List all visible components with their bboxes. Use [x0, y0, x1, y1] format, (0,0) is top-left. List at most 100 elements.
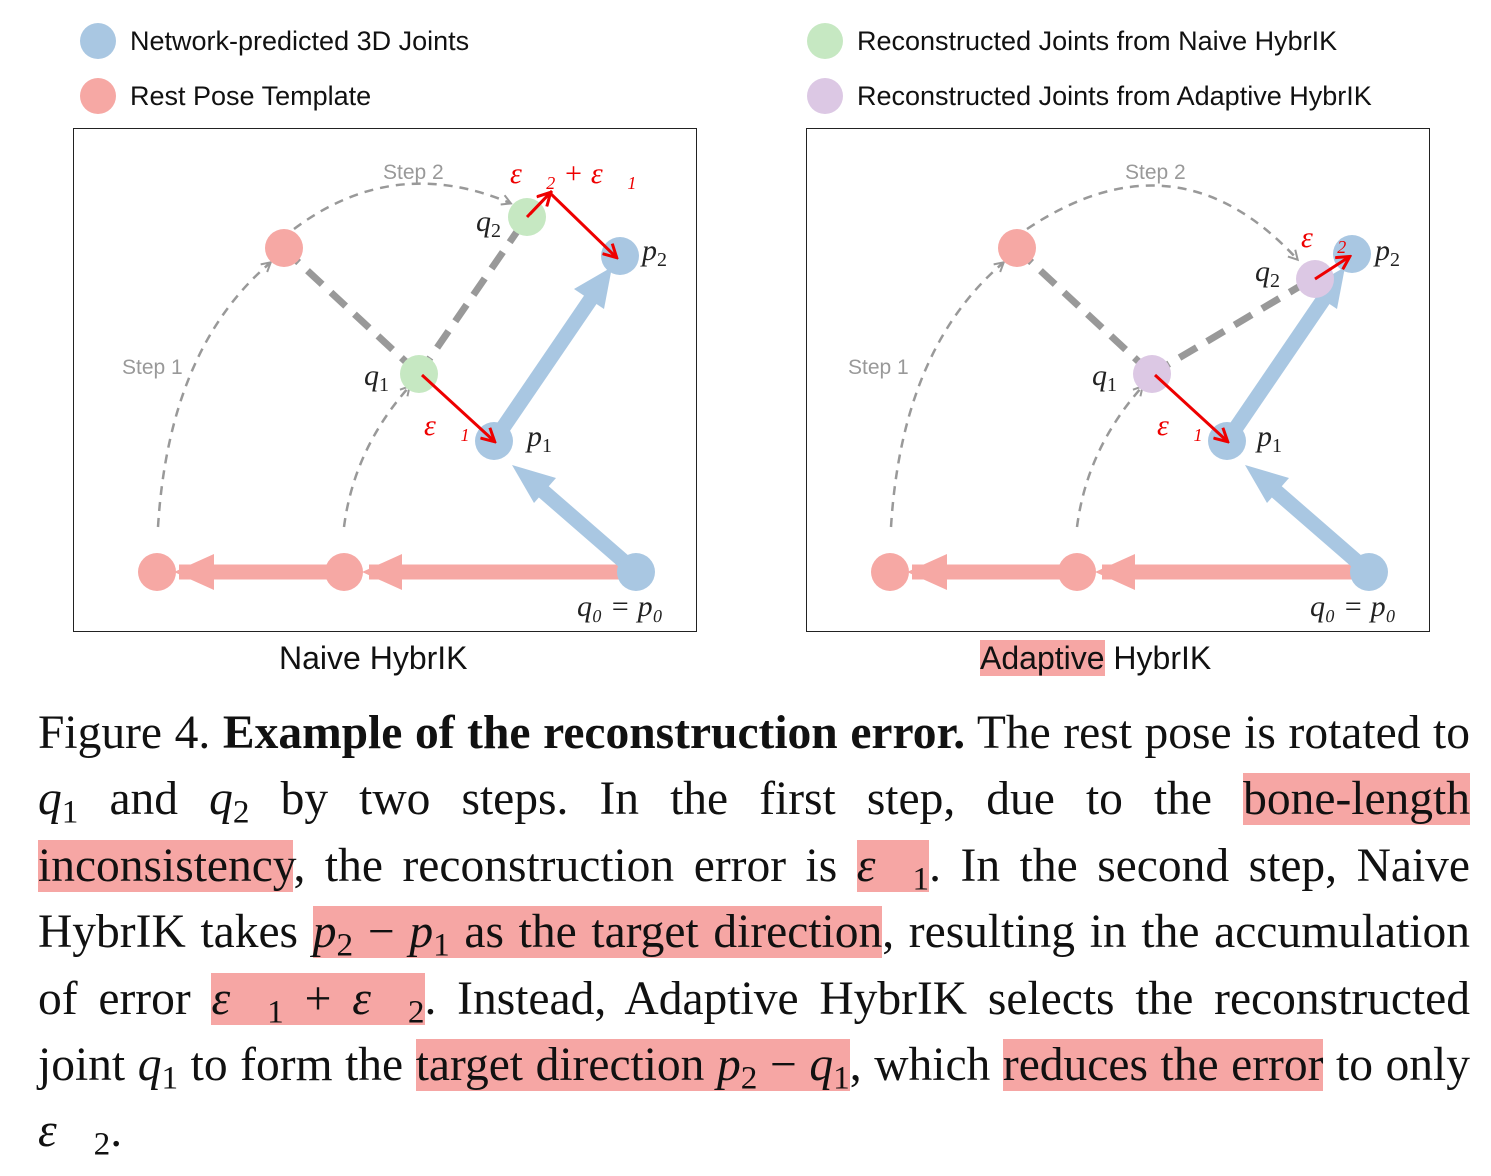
- label-q1: q1: [364, 359, 389, 396]
- math-eps: ε⃗: [38, 1105, 94, 1158]
- adaptive-highlight: Adaptive: [980, 640, 1105, 676]
- rest-arrowhead-2: [174, 554, 214, 590]
- rest-joint-end: [138, 553, 176, 591]
- label-base: q₀ = p₀: [1310, 590, 1396, 623]
- highlight-reduces-error: reduces the error: [1002, 1039, 1324, 1092]
- math-sub: 2: [93, 1125, 111, 1163]
- highlight-eps1: ε⃗1: [856, 839, 930, 898]
- error-arrow-1: [420, 373, 494, 441]
- adaptive-joint-q1: [1133, 355, 1171, 393]
- caption-text: , resulting in the accumulation of error: [38, 906, 1470, 1025]
- pred-bone-2: [1220, 282, 1339, 446]
- rest-arrowhead-2: [907, 554, 947, 590]
- predicted-joint-dot-icon: [80, 23, 116, 59]
- adaptive-caption-rest: HybrIK: [1104, 640, 1212, 676]
- legend-item-adaptive: Reconstructed Joints from Adaptive HybrI…: [807, 78, 1372, 114]
- highlight-error-sum: ε⃗1 + ε⃗2: [211, 972, 425, 1030]
- label-q2: q2: [476, 205, 501, 242]
- legend-label: Reconstructed Joints from Adaptive HybrI…: [857, 80, 1372, 111]
- step1-inner-arc: [1075, 387, 1142, 528]
- step1-label: Step 1: [122, 356, 183, 379]
- pred-joint-p0: [617, 553, 655, 591]
- figure-caption: Figure 4. Example of the reconstruction …: [38, 700, 1470, 1165]
- rest-joint-top: [998, 229, 1036, 267]
- pred-arrowhead-1: [512, 465, 556, 503]
- pred-bone-2: [487, 282, 606, 446]
- error-small-label: ε⃗₁: [1157, 409, 1203, 442]
- caption-text: by two steps. In the first step, due to …: [249, 773, 1244, 826]
- naive-diagram: Step 2 Step 1 ε⃗₂ + ε⃗₁ ε⃗₁ q2 p2 q1 p1 …: [122, 157, 667, 623]
- naive-joint-q1: [400, 355, 438, 393]
- pred-joint-p0: [1350, 553, 1388, 591]
- math-q: q: [137, 1039, 162, 1092]
- step2-arc: [293, 182, 510, 231]
- label-p2: p2: [640, 234, 667, 271]
- label-p1: p1: [1255, 420, 1282, 457]
- math-sub: 1: [61, 793, 79, 831]
- caption-text: . In the second step, Naive HybrIK takes: [38, 839, 1470, 959]
- legend-label: Reconstructed Joints from Naive HybrIK: [857, 25, 1338, 56]
- caption-text: , which: [849, 1039, 1003, 1092]
- caption-text: , the reconstruction error is: [293, 839, 857, 892]
- legend-item-predicted: Network-predicted 3D Joints: [80, 23, 469, 59]
- step1-label: Step 1: [848, 356, 909, 379]
- error-small-label: ε⃗₁: [424, 409, 470, 442]
- naive-panel: Step 2 Step 1 ε⃗₂ + ε⃗₁ ε⃗₁ q2 p2 q1 p1 …: [73, 128, 697, 632]
- highlight-target-direction-2: target direction p2 − q1: [415, 1039, 850, 1097]
- rest-joint-end: [871, 553, 909, 591]
- math-q: q: [38, 773, 62, 826]
- naive-joint-dot-icon: [807, 23, 843, 59]
- error-arrow-2b: [548, 191, 616, 257]
- caption-text: The rest pose is rotated to: [965, 707, 1470, 759]
- adaptive-panel: Step 2 Step 1 ε⃗₂ ε⃗₁ q2 p2 q1 p1 q₀ = p…: [806, 128, 1430, 632]
- error-arrow-1: [1153, 373, 1227, 441]
- rest-arrowhead-1: [1095, 554, 1135, 590]
- pred-arrowhead-2: [574, 267, 612, 309]
- math-q: q: [209, 773, 233, 826]
- rest-bone-dashed-1: [281, 246, 422, 377]
- caption-text: to only: [1323, 1039, 1470, 1092]
- step1-outer-arc: [156, 263, 270, 528]
- caption-text: to form the: [178, 1039, 416, 1092]
- legend-label: Rest Pose Template: [130, 80, 372, 111]
- pred-arrowhead-1: [1245, 465, 1289, 503]
- rest-bone-dashed-1: [1014, 246, 1155, 377]
- error-top-label: ε⃗₂: [1301, 221, 1347, 254]
- figure-label: Figure 4.: [38, 707, 211, 759]
- pred-joint-p2: [601, 237, 639, 275]
- naive-panel-caption: Naive HybrIK: [279, 640, 468, 676]
- caption-text: and: [78, 773, 210, 826]
- pred-bone-1: [1257, 473, 1374, 578]
- step2-label: Step 2: [383, 161, 444, 184]
- label-q1: q1: [1092, 359, 1117, 396]
- error-arrow-2a-head: [528, 193, 550, 216]
- rest-joint-mid: [1058, 553, 1096, 591]
- rest-joint-top: [265, 229, 303, 267]
- math-sub: 1: [161, 1059, 179, 1097]
- figure-title: Example of the reconstruction error.: [222, 707, 966, 759]
- step2-label: Step 2: [1125, 161, 1186, 184]
- adaptive-panel-caption: Adaptive HybrIK: [980, 640, 1211, 677]
- label-base: q₀ = p₀: [577, 590, 663, 623]
- label-q2: q2: [1255, 255, 1280, 292]
- rest-arrowhead-1: [362, 554, 402, 590]
- legend-label: Network-predicted 3D Joints: [130, 25, 470, 56]
- highlight-target-direction: p2 − p1 as the target direction: [312, 906, 883, 964]
- label-p1: p1: [525, 420, 552, 457]
- pred-bone-1: [524, 473, 641, 578]
- naive-bone-dashed: [416, 215, 530, 376]
- caption-text: .: [110, 1105, 123, 1158]
- rest-joint-mid: [325, 553, 363, 591]
- label-p2: p2: [1373, 234, 1400, 271]
- math-sub: 2: [232, 793, 250, 831]
- rest-pose-dot-icon: [80, 78, 116, 114]
- step2-arc: [1026, 184, 1297, 259]
- error-top-label: ε⃗₂ + ε⃗₁: [510, 157, 636, 190]
- adaptive-diagram: Step 2 Step 1 ε⃗₂ ε⃗₁ q2 p2 q1 p1 q₀ = p…: [848, 161, 1400, 623]
- step1-outer-arc: [889, 263, 1003, 528]
- step1-inner-arc: [342, 387, 409, 528]
- error-arrow-2: [1314, 257, 1349, 281]
- legend-item-rest: Rest Pose Template: [80, 78, 371, 114]
- adaptive-joint-dot-icon: [807, 78, 843, 114]
- caption-text: . Instead, Adaptive HybrIK selects the r…: [38, 972, 1471, 1092]
